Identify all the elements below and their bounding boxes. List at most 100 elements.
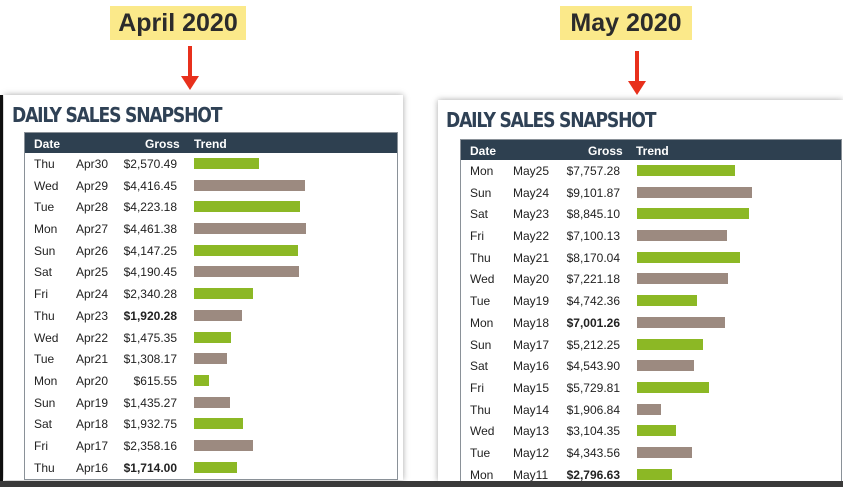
row-date: May21 (513, 250, 550, 265)
row-gross: $5,729.81 (566, 380, 620, 395)
row-day: Thu (34, 460, 55, 475)
row-date: Apr20 (76, 373, 109, 388)
row-gross: $3,104.35 (566, 424, 620, 439)
trend-bar (637, 295, 697, 307)
row-date: Apr22 (76, 330, 109, 345)
row-day: Thu (470, 250, 491, 265)
row-day: Sat (470, 207, 489, 222)
row-gross: $8,845.10 (566, 207, 620, 222)
row-date: Apr16 (76, 460, 109, 475)
row-gross: $1,435.27 (123, 395, 177, 410)
row-gross: $2,340.28 (123, 287, 177, 302)
row-day: Fri (470, 380, 484, 395)
row-date: Apr18 (76, 417, 109, 432)
april-down-arrow-icon (181, 46, 199, 90)
may-panel-title: DAILY SALES SNAPSHOT (446, 108, 656, 132)
trend-bar (194, 309, 242, 321)
trend-bar (194, 418, 243, 430)
row-date: Apr27 (76, 222, 109, 237)
row-day: Tue (470, 294, 491, 309)
row-date: Apr29 (76, 178, 109, 193)
row-gross: $4,416.45 (123, 178, 177, 193)
may-snapshot-panel: DAILY SALES SNAPSHOT Date Gross Trend Mo… (438, 100, 843, 481)
april-sales-table: Date Gross Trend Thu Apr30 $2,570.49 Wed Apr… (24, 132, 398, 480)
row-gross: $7,221.18 (566, 272, 620, 287)
april-table-row: Tue Apr28 $4,223.18 (25, 196, 397, 218)
may-table-row: Wed May20 $7,221.18 (461, 268, 841, 290)
trend-bar (194, 439, 253, 451)
april-table-header: Date Gross Trend (25, 133, 397, 153)
row-gross: $7,001.26 (566, 315, 620, 330)
row-day: Sat (34, 417, 53, 432)
may-table-row: Sun May17 $5,212.25 (461, 334, 841, 356)
may-table-row: Mon May25 $7,757.28 (461, 160, 841, 182)
trend-bar (194, 461, 237, 473)
april-table-row: Fri Apr24 $2,340.28 (25, 283, 397, 305)
row-date: May15 (513, 380, 550, 395)
trend-bar (637, 273, 728, 285)
row-day: Thu (34, 157, 55, 171)
april-table-row: Thu Apr30 $2,570.49 (25, 153, 397, 175)
row-day: Mon (470, 164, 494, 178)
row-gross: $1,932.75 (123, 417, 177, 432)
row-gross: $9,101.87 (566, 185, 620, 200)
row-day: Wed (34, 330, 59, 345)
april-table-row: Wed Apr29 $4,416.45 (25, 175, 397, 197)
row-gross: $7,100.13 (566, 229, 620, 244)
may-header-date: Date (470, 144, 497, 158)
april-table-row: Wed Apr22 $1,475.35 (25, 327, 397, 349)
april-table-row: Sun Apr26 $4,147.25 (25, 240, 397, 262)
trend-bar (194, 244, 298, 256)
trend-bar (637, 230, 727, 242)
row-date: May20 (513, 272, 550, 287)
trend-bar (637, 425, 676, 437)
row-day: Tue (470, 445, 491, 460)
row-gross: $1,906.84 (566, 402, 620, 417)
row-day: Fri (34, 287, 48, 302)
row-day: Mon (470, 315, 494, 330)
trend-bar (194, 353, 227, 365)
trend-bar (637, 316, 725, 328)
trend-bar (637, 208, 749, 220)
row-day: Mon (470, 467, 494, 481)
may-table-row: Wed May13 $3,104.35 (461, 420, 841, 442)
trend-bar (637, 360, 694, 372)
may-table-row: Fri May22 $7,100.13 (461, 225, 841, 247)
row-date: Apr28 (76, 200, 109, 215)
row-gross: $615.55 (133, 373, 177, 388)
row-gross: $2,796.63 (566, 467, 620, 481)
april-header-date: Date (34, 137, 61, 151)
row-day: Tue (34, 200, 55, 215)
may-table-row: Sat May16 $4,543.90 (461, 355, 841, 377)
row-date: Apr19 (76, 395, 109, 410)
trend-bar (194, 158, 259, 169)
row-day: Sun (34, 395, 56, 410)
april-month-badge: April 2020 (110, 6, 246, 40)
trend-bar (637, 446, 692, 458)
row-date: May23 (513, 207, 550, 222)
may-table-header: Date Gross Trend (461, 140, 841, 160)
april-table-body: Thu Apr30 $2,570.49 Wed Apr29 $4,416.45 Tue Apr… (25, 153, 397, 478)
row-day: Mon (34, 373, 58, 388)
trend-bar (194, 374, 209, 386)
row-day: Tue (34, 352, 55, 367)
trend-bar (637, 468, 672, 480)
row-gross: $4,461.38 (123, 222, 177, 237)
april-table-row: Fri Apr17 $2,358.16 (25, 435, 397, 457)
row-gross: $1,714.00 (123, 460, 177, 475)
row-gross: $4,190.45 (123, 265, 177, 280)
row-date: Apr24 (76, 287, 109, 302)
trend-bar (637, 381, 709, 393)
bottom-edge-strip (0, 481, 843, 487)
row-day: Thu (34, 308, 55, 323)
row-day: Wed (470, 424, 495, 439)
row-gross: $4,543.90 (566, 359, 620, 374)
trend-bar (637, 338, 703, 350)
row-date: May13 (513, 424, 550, 439)
trend-bar (194, 201, 300, 213)
april-table-row: Sun Apr19 $1,435.27 (25, 392, 397, 414)
row-day: Sat (34, 265, 53, 280)
row-gross: $8,170.04 (566, 250, 620, 265)
row-gross: $5,212.25 (566, 337, 620, 352)
row-gross: $2,570.49 (123, 157, 177, 171)
